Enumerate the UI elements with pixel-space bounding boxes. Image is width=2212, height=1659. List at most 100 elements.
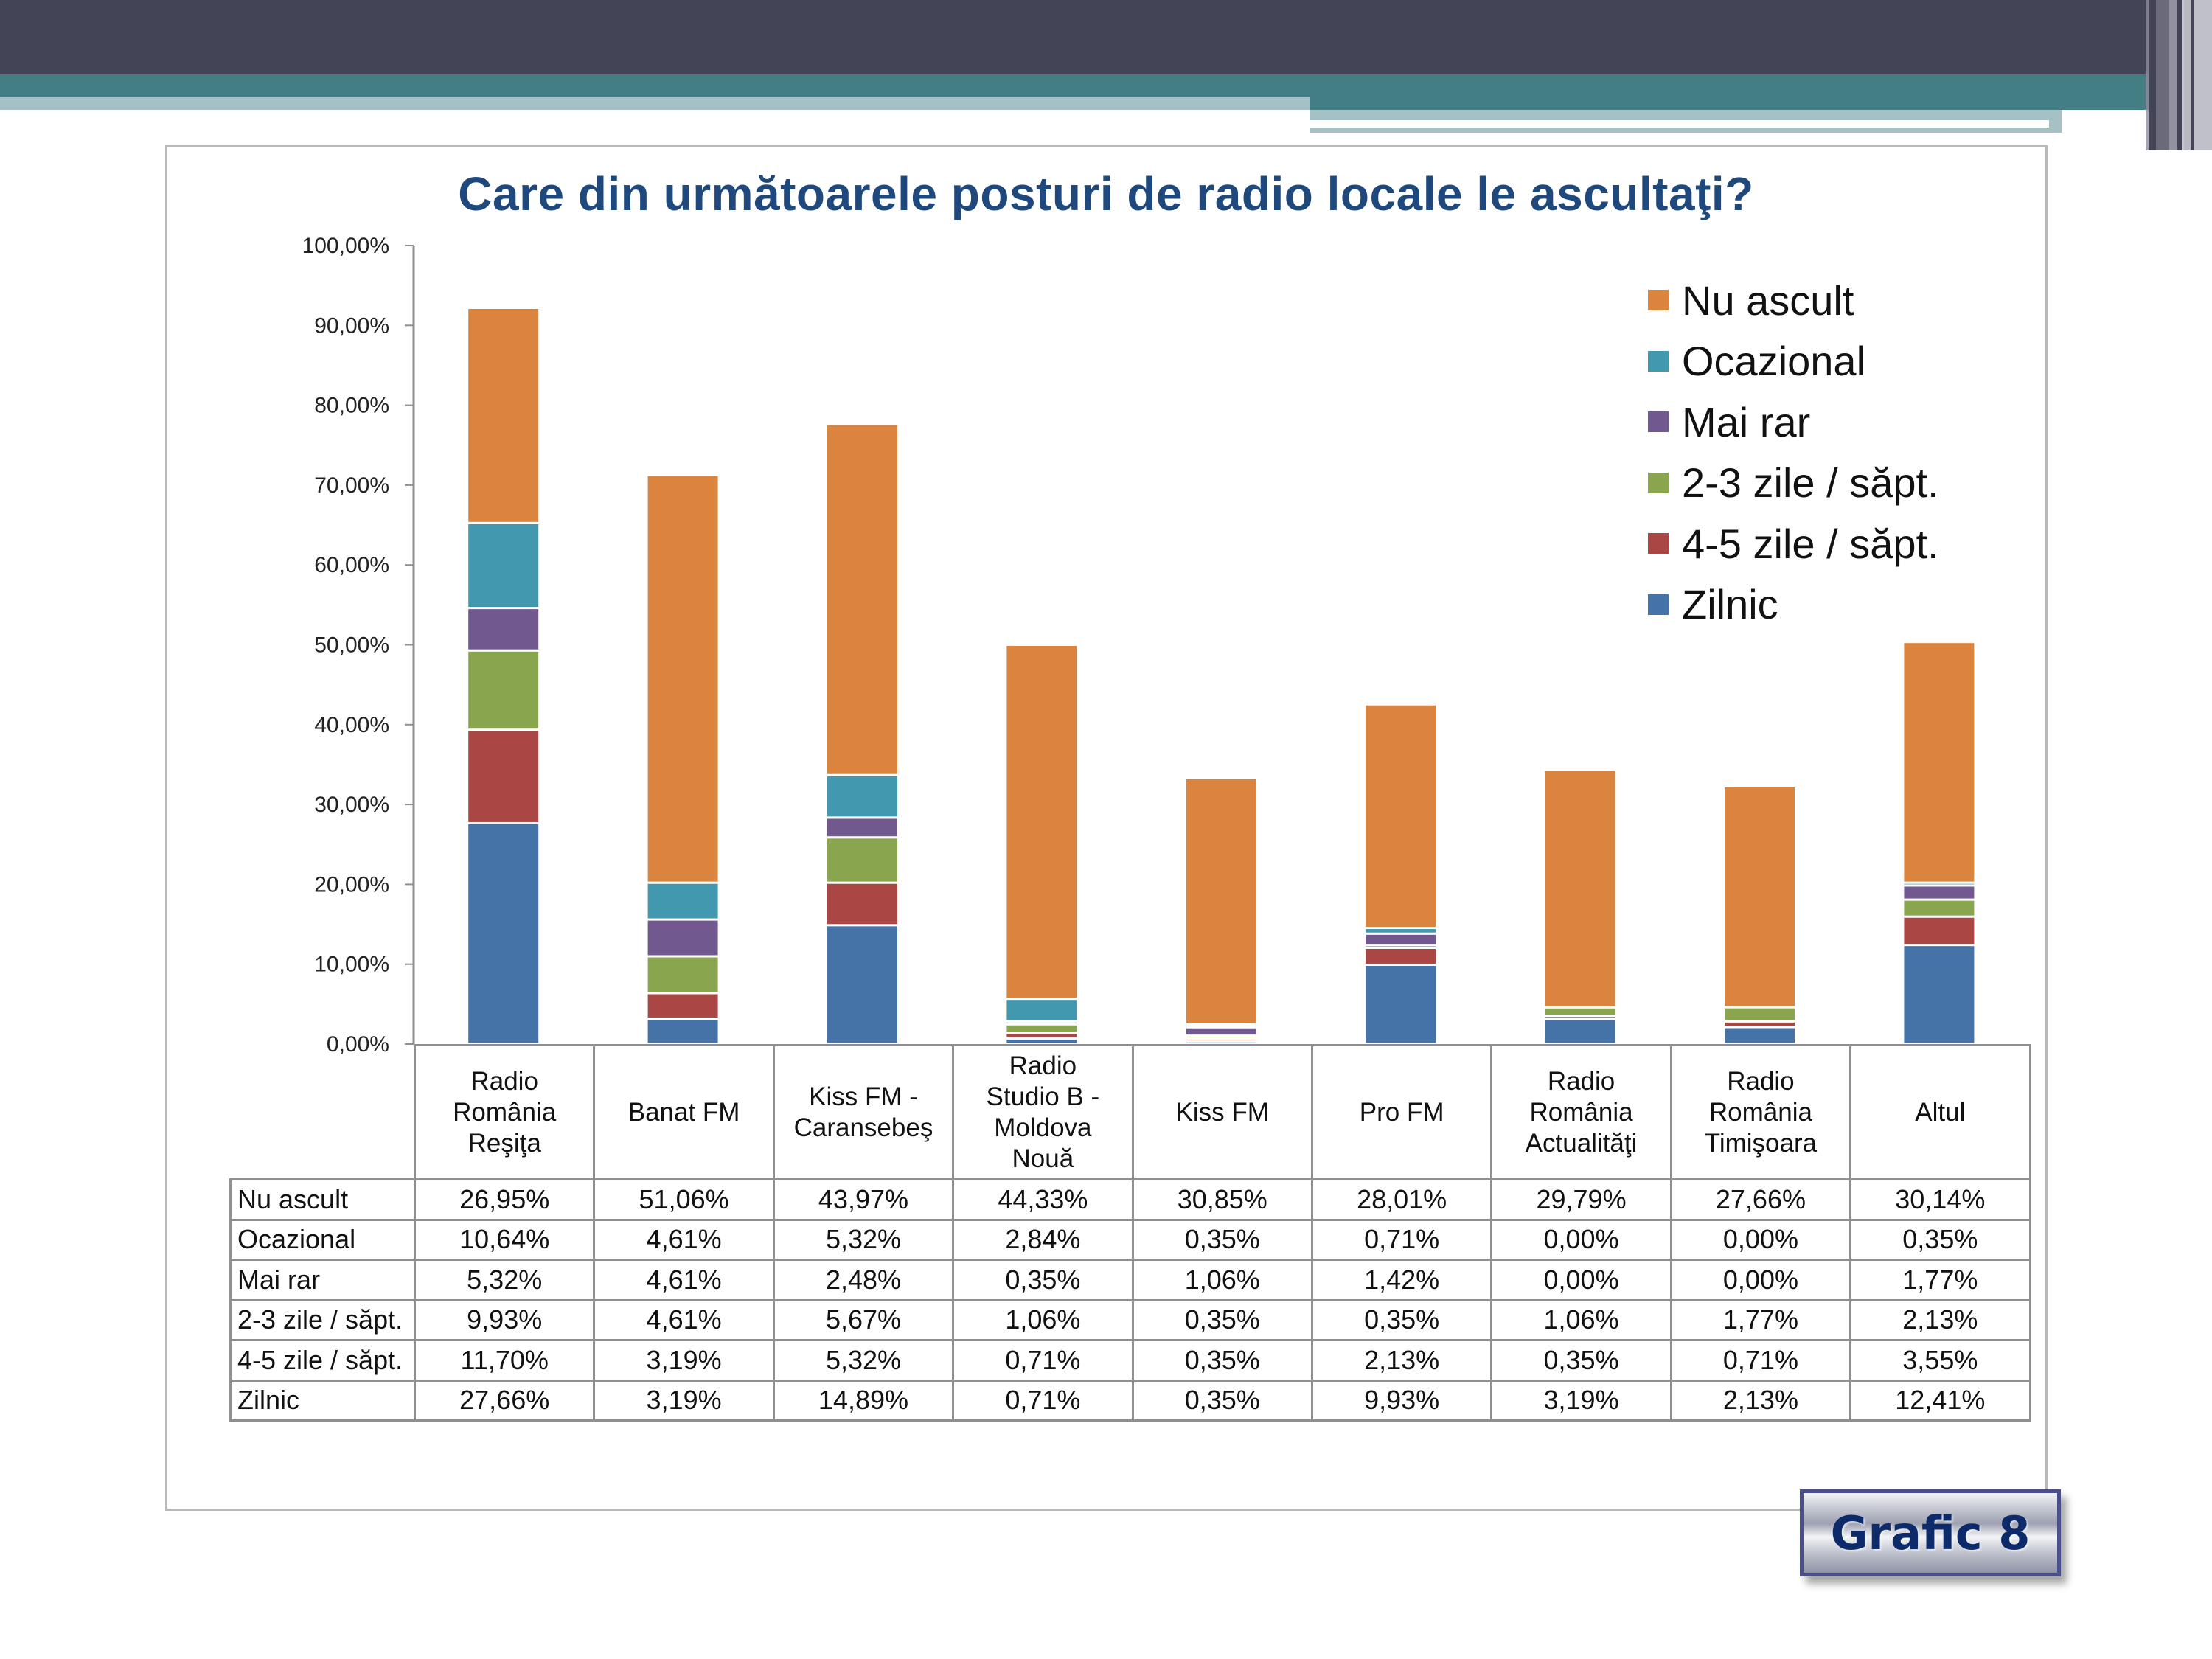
y-tick-label: 50,00%: [314, 633, 389, 658]
table-row-label: Zilnic: [229, 1379, 416, 1422]
legend-swatch-icon: [1648, 472, 1669, 493]
legend-label: Nu ascult: [1682, 276, 1854, 324]
bar-segment: [825, 924, 900, 1046]
y-tick-label: 20,00%: [314, 872, 389, 897]
bar-segment: [1363, 932, 1439, 947]
category-label-line: Pro FM: [1359, 1097, 1444, 1127]
table-category-header: Altul: [1849, 1044, 2031, 1180]
table-cell-value: 0,00%: [1490, 1259, 1672, 1301]
table-header-row: Radio România Reşiţa Banat FM Kiss FM - Caran…: [230, 1044, 2031, 1180]
legend-swatch-icon: [1648, 533, 1669, 554]
bar-segment: [825, 836, 900, 884]
legend-label: 2-3 zile / săpt.: [1682, 459, 1939, 507]
y-tick-label: 100,00%: [302, 234, 389, 258]
category-label-line: Radio: [470, 1066, 538, 1096]
legend-label: Mai rar: [1682, 398, 1811, 445]
table-cell-value: 44,33%: [952, 1178, 1134, 1221]
slide-corner-stripes: [2146, 0, 2212, 150]
figure-badge: Grafic 8: [1800, 1489, 2061, 1576]
table-cell-value: 1,06%: [1490, 1298, 1672, 1341]
table-cell-value: 0,35%: [1131, 1298, 1313, 1341]
table-row: Ocazional 10,64% 4,61% 5,32% 2,84% 0,35% 0,71%…: [229, 1218, 2031, 1261]
table-category-header: Kiss FM: [1131, 1044, 1313, 1180]
table-cell-value: 0,35%: [1490, 1339, 1672, 1382]
bar-stack: [1543, 768, 1618, 1046]
table-cell-value: 4,61%: [593, 1259, 775, 1301]
bar-segment: [1902, 944, 1977, 1046]
bar-segment: [1543, 768, 1618, 1009]
y-tick-label: 10,00%: [314, 953, 389, 977]
table-row-label: 2-3 zile / săpt.: [229, 1298, 416, 1341]
table-cell-value: 28,01%: [1310, 1178, 1493, 1221]
legend-item: 2-3 zile / săpt.: [1648, 453, 1939, 514]
table-cell-value: 0,71%: [1669, 1339, 1852, 1382]
bar-segment: [825, 773, 900, 819]
table-cell-value: 29,79%: [1490, 1178, 1672, 1221]
bar-segment: [825, 881, 900, 927]
category-label-line: Radio: [1547, 1066, 1615, 1096]
table-cell-value: 1,06%: [952, 1298, 1134, 1341]
table-cell-value: 3,19%: [593, 1339, 775, 1382]
table-cell-value: 3,19%: [593, 1379, 775, 1422]
bar-segment: [645, 955, 720, 995]
bar-segment: [645, 992, 720, 1020]
table-cell-value: 2,84%: [952, 1218, 1134, 1261]
bar-segment: [1363, 703, 1439, 930]
slide-white-strip: [1310, 120, 2049, 128]
data-table: Radio România Reşiţa Banat FM Kiss FM - Caran…: [229, 1044, 2031, 1422]
table-cell-value: 0,00%: [1490, 1218, 1672, 1261]
bar-segment: [466, 521, 541, 610]
table-cell-value: 4,61%: [593, 1218, 775, 1261]
table-cell-value: 0,71%: [1310, 1218, 1493, 1261]
category-label-line: Moldova: [994, 1113, 1092, 1142]
table-category-header: Radio România Reşiţa: [413, 1044, 596, 1180]
table-category-header: Banat FM: [593, 1044, 775, 1180]
table-row-label: Ocazional: [229, 1218, 416, 1261]
table-cell-value: 11,70%: [413, 1339, 596, 1382]
table-cell-value: 30,85%: [1131, 1178, 1313, 1221]
table-cell-value: 1,77%: [1669, 1298, 1852, 1341]
bar-segment: [825, 816, 900, 839]
y-axis: 0,00%10,00%20,00%30,00%40,00%50,00%60,00…: [302, 234, 415, 1057]
bar-segment: [1363, 946, 1439, 966]
table-row: Nu ascult 26,95% 51,06% 43,97% 44,33% 30,85% 2…: [229, 1178, 2031, 1221]
category-label-line: România: [453, 1097, 557, 1127]
legend-swatch-icon: [1648, 594, 1669, 615]
category-label-line: Kiss FM: [1175, 1097, 1269, 1127]
bar-stack: [645, 473, 720, 1046]
category-label-line: Banat FM: [627, 1097, 740, 1127]
table-cell-value: 1,77%: [1849, 1259, 2031, 1301]
bar-segment: [645, 881, 720, 921]
bar-segment: [1722, 785, 1797, 1009]
table-cell-value: 30,14%: [1849, 1178, 2031, 1221]
table-cell-value: 0,35%: [952, 1259, 1134, 1301]
y-tick-label: 60,00%: [314, 553, 389, 577]
legend-swatch-icon: [1648, 290, 1669, 311]
category-label-line: Kiss FM -: [809, 1082, 918, 1111]
table-cell-value: 0,00%: [1669, 1218, 1852, 1261]
bar-segment: [466, 649, 541, 731]
table-cell-value: 9,93%: [1310, 1379, 1493, 1422]
bar-segment: [1722, 1006, 1797, 1023]
bar-segment: [1183, 1026, 1259, 1037]
legend-item: 4-5 zile / săpt.: [1648, 513, 1939, 574]
table-cell-value: 0,35%: [1131, 1339, 1313, 1382]
table-cell-value: 1,42%: [1310, 1259, 1493, 1301]
table-cell-value: 43,97%: [772, 1178, 955, 1221]
table-cell-value: 2,13%: [1669, 1379, 1852, 1422]
bar-segment: [466, 607, 541, 652]
bar-stack: [466, 306, 541, 1046]
table-row: Mai rar 5,32% 4,61% 2,48% 0,35% 1,06% 1,42% 0,0…: [229, 1259, 2031, 1301]
bar-segment: [645, 473, 720, 884]
bar-segment: [466, 306, 541, 524]
table-cell-value: 4,61%: [593, 1298, 775, 1341]
table-cell-value: 27,66%: [413, 1379, 596, 1422]
table-cell-value: 5,32%: [772, 1339, 955, 1382]
table-cell-value: 12,41%: [1849, 1379, 2031, 1422]
table-cell-value: 14,89%: [772, 1379, 955, 1422]
bar-stack: [1363, 703, 1439, 1046]
table-cell-value: 3,55%: [1849, 1339, 2031, 1382]
table-row-label: Mai rar: [229, 1259, 416, 1301]
category-label-line: Radio: [1727, 1066, 1795, 1096]
bar-stack: [1183, 776, 1259, 1046]
